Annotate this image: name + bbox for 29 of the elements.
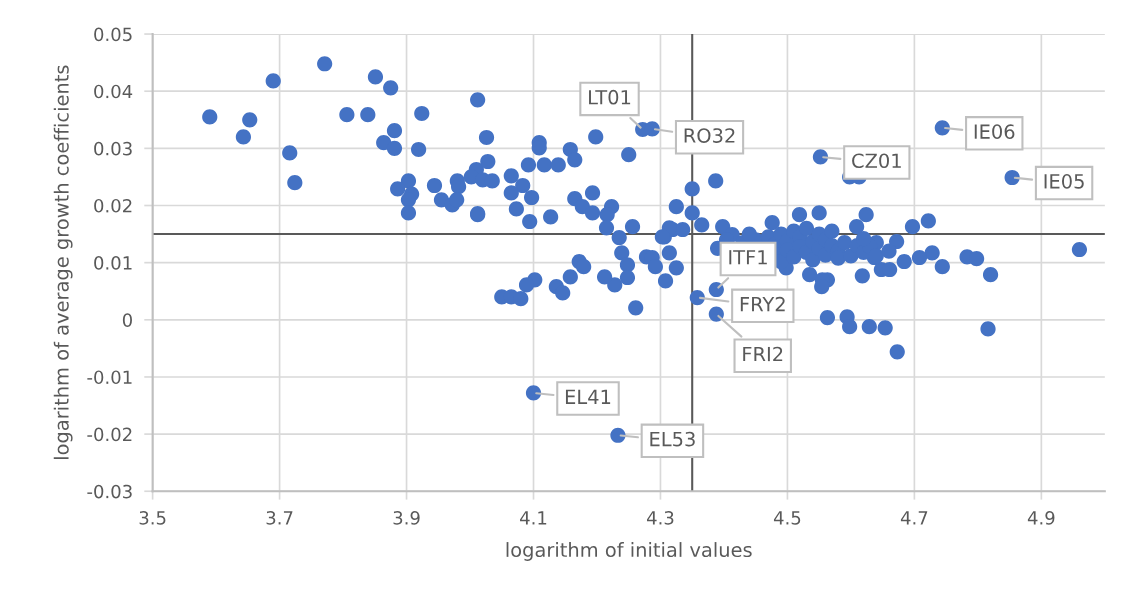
annotation: IE06 [974, 124, 1015, 139]
x-tick-label: 4.7 [900, 511, 928, 525]
x-tick-label: 3.7 [266, 511, 293, 525]
y-tick-label: 0 [122, 313, 132, 327]
x-tick-label: 3.5 [139, 511, 166, 525]
x-axis-title: logarithm of initial values [506, 542, 752, 561]
y-tick-label: -0.01 [87, 370, 132, 385]
y-tick-label: -0.03 [87, 484, 132, 499]
y-tick-label: -0.02 [87, 427, 132, 442]
x-tick-label: 4.1 [520, 511, 547, 525]
y-tick-label: 0.03 [94, 141, 132, 156]
y-tick-label: 0.04 [94, 84, 133, 99]
annotation: ITF1 [729, 250, 767, 265]
x-tick-label: 4.3 [646, 511, 674, 525]
annotation: FRI2 [743, 346, 783, 362]
annotation: IE05 [1044, 173, 1084, 189]
y-axis-title: logarithm of average growth coefficients [53, 65, 73, 459]
x-tick-label: 4.5 [773, 511, 801, 525]
x-tick-label: 3.9 [393, 511, 420, 525]
annotation: CZ01 [852, 153, 901, 169]
annotation: EL53 [650, 431, 695, 447]
annotation: RO32 [684, 128, 735, 143]
y-tick-label: 0.05 [94, 27, 132, 42]
x-tick-label: 4.9 [1027, 511, 1055, 525]
y-tick-label: 0.01 [94, 256, 132, 270]
annotation: EL41 [565, 389, 611, 404]
y-tick-label: 0.02 [94, 198, 132, 213]
annotation: FRY2 [740, 296, 785, 312]
annotation: LT01 [589, 89, 631, 105]
